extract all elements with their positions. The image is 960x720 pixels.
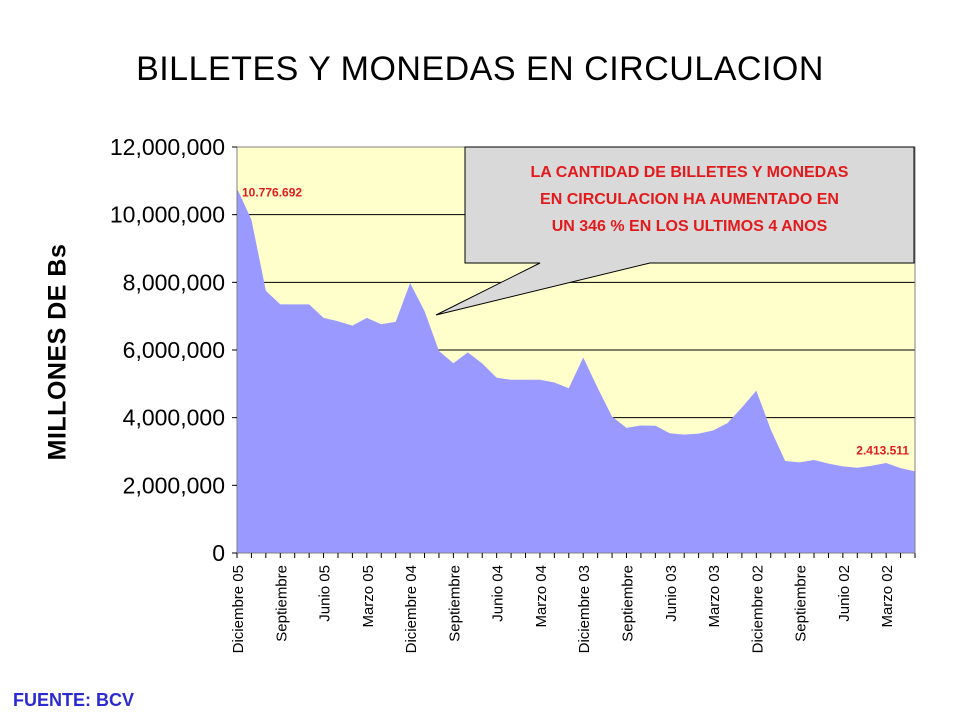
x-tick-label-1: Septiembre xyxy=(273,565,290,642)
x-tick-label-5: Septiembre xyxy=(446,565,463,642)
chart-title: BILLETES Y MONEDAS EN CIRCULACION xyxy=(136,50,824,88)
source-note: FUENTE: BCV xyxy=(13,690,134,710)
y-tick-label-2: 4,000,000 xyxy=(123,405,225,431)
data-label-1: 2.413.511 xyxy=(856,443,909,457)
x-tick-label-10: Junio 03 xyxy=(663,565,680,622)
x-tick-label-2: Junio 05 xyxy=(317,565,334,622)
y-tick-labels: 0 2,000,000 4,000,000 6,000,000 8,000,000 10,… xyxy=(110,134,237,566)
y-tick-label-4: 8,000,000 xyxy=(123,269,225,295)
callout-line-0: LA CANTIDAD DE BILLETES Y MONEDAS xyxy=(531,164,849,181)
y-tick-label-6: 12,000,000 xyxy=(110,134,225,160)
x-tick-label-9: Septiembre xyxy=(619,565,636,642)
x-tick-label-13: Septiembre xyxy=(793,565,810,642)
y-tick-label-0: 0 xyxy=(212,540,225,566)
callout-box: LA CANTIDAD DE BILLETES Y MONEDAS EN CIRC… xyxy=(435,146,915,316)
x-tick-label-15: Marzo 02 xyxy=(879,565,896,628)
y-tick-label-3: 6,000,000 xyxy=(123,337,225,363)
x-tick-label-6: Junio 04 xyxy=(490,565,507,622)
callout-line-1: EN CIRCULACION HA AUMENTADO EN xyxy=(540,191,839,208)
x-tick-label-12: Diciembre 02 xyxy=(749,565,766,653)
x-tick-label-0: Diciembre 05 xyxy=(230,565,247,653)
y-tick-label-1: 2,000,000 xyxy=(123,472,225,498)
x-tick-label-4: Diciembre 04 xyxy=(403,565,420,653)
data-label-0: 10.776.692 xyxy=(242,185,302,199)
data-labels: 10.776.692 2.413.511 xyxy=(242,185,909,457)
callout-line-2: UN 346 % EN LOS ULTIMOS 4 ANOS xyxy=(552,218,828,235)
x-tick-label-8: Diciembre 03 xyxy=(576,565,593,653)
x-tick-labels: Diciembre 05 Septiembre Junio 05 Marzo 05 Di… xyxy=(230,553,916,653)
area-series xyxy=(237,188,915,553)
x-tick-label-7: Marzo 04 xyxy=(533,565,550,628)
x-tick-label-3: Marzo 05 xyxy=(360,565,377,628)
y-tick-label-5: 10,000,000 xyxy=(110,202,225,228)
callout-shape xyxy=(435,146,915,316)
x-tick-label-11: Marzo 03 xyxy=(706,565,723,628)
x-tick-label-14: Junio 02 xyxy=(836,565,853,622)
